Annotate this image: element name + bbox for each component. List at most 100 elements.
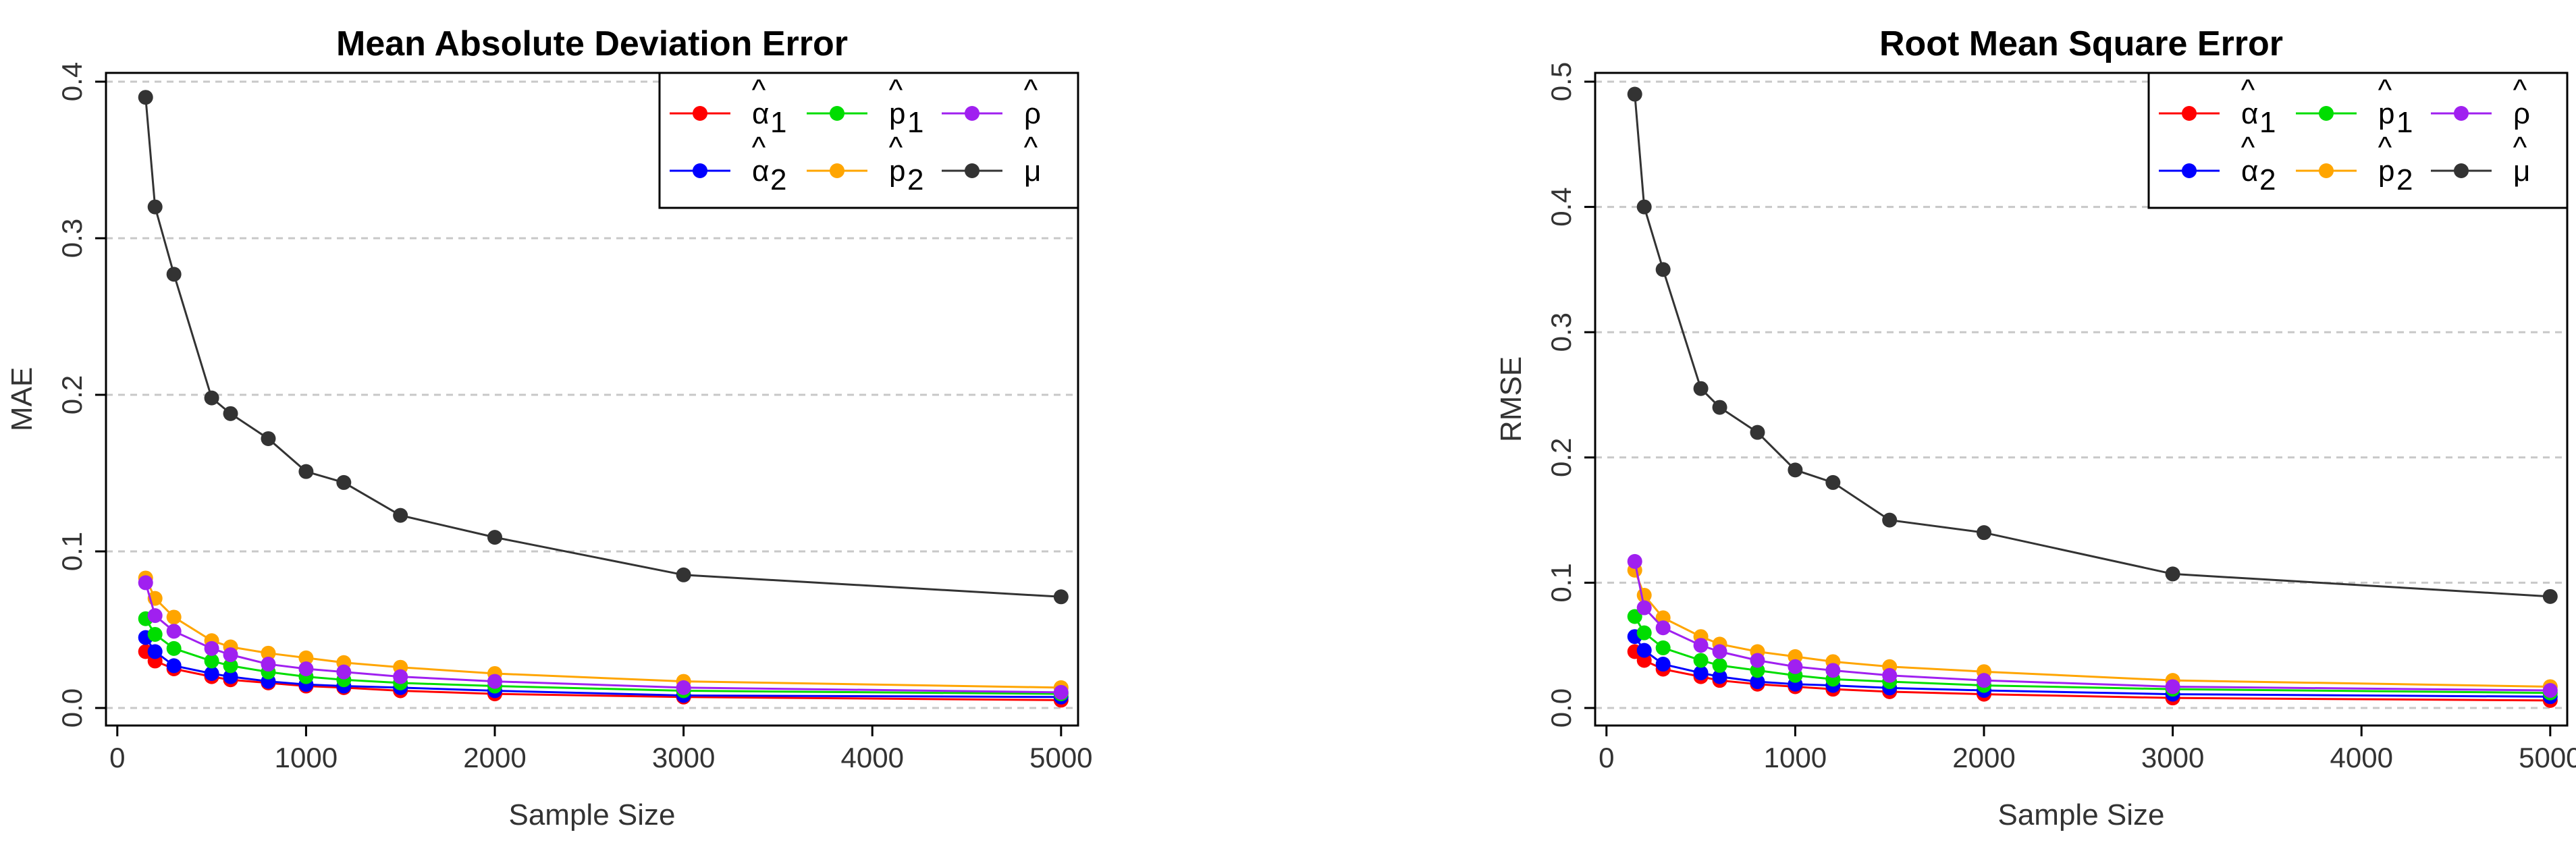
data-point xyxy=(1053,589,1069,605)
series-line-5 xyxy=(1634,94,2550,598)
data-point xyxy=(1636,199,1652,215)
data-point xyxy=(676,567,691,582)
legend-label: α xyxy=(752,97,769,130)
legend-label: α xyxy=(2241,97,2258,130)
series-line-3 xyxy=(144,577,1061,689)
data-point xyxy=(204,653,219,669)
data-point xyxy=(2542,683,2558,699)
legend-subscript: 2 xyxy=(2396,163,2413,196)
x-axis-label: Sample Size xyxy=(1997,798,2164,831)
data-point xyxy=(1693,653,1709,668)
data-point xyxy=(393,508,408,523)
legend-subscript: 2 xyxy=(2259,163,2276,196)
x-tick-label: 2000 xyxy=(463,742,526,773)
data-point xyxy=(1882,512,1898,528)
data-point xyxy=(166,609,182,625)
legend-marker xyxy=(2454,163,2469,178)
data-point xyxy=(166,624,182,639)
data-point xyxy=(676,680,691,695)
legend-marker xyxy=(2182,163,2197,178)
legend-label: α xyxy=(2241,155,2258,188)
legend-label: p xyxy=(889,155,905,188)
data-point xyxy=(2165,679,2180,694)
x-tick-label: 1000 xyxy=(275,742,338,773)
legend-hat: ^ xyxy=(2378,74,2392,107)
data-point xyxy=(1053,684,1069,700)
data-point xyxy=(1636,625,1652,640)
x-tick-label: 0 xyxy=(1599,742,1614,773)
data-point xyxy=(1750,653,1765,668)
legend-subscript: 1 xyxy=(907,106,923,139)
legend-marker xyxy=(693,163,707,178)
series-line-4 xyxy=(1634,561,2550,692)
legend-box xyxy=(658,72,1079,209)
data-point xyxy=(138,575,153,591)
legend-hat: ^ xyxy=(1024,131,1038,164)
legend-label: α xyxy=(752,155,769,188)
legend-hat: ^ xyxy=(752,74,766,107)
legend-label: ρ xyxy=(2513,97,2530,130)
legend-subscript: 2 xyxy=(907,163,923,196)
legend-hat: ^ xyxy=(889,131,903,164)
legend-marker xyxy=(693,106,707,121)
legend-marker xyxy=(830,106,844,121)
mae-chart: 0 1000 2000 3000 4000 5000 0.0 0.1 0.2 0.3 0.4 Mean… xyxy=(5,24,1093,831)
legend-hat: ^ xyxy=(2241,74,2255,107)
data-point xyxy=(261,645,276,661)
legend-label: p xyxy=(2378,155,2394,188)
data-point xyxy=(261,431,276,446)
data-point xyxy=(1882,667,1898,683)
legend-marker xyxy=(965,163,980,178)
y-axis-label: MAE xyxy=(5,367,38,431)
y-tick-label: 0.3 xyxy=(56,219,88,258)
legend-marker xyxy=(965,106,980,121)
data-point xyxy=(223,647,238,663)
x-tick-label: 2000 xyxy=(1952,742,2015,773)
legend-hat: ^ xyxy=(1024,74,1038,107)
y-tick-label: 0.2 xyxy=(56,375,88,414)
y-axis-label: RMSE xyxy=(1495,356,1528,442)
data-point xyxy=(1627,86,1642,102)
data-point xyxy=(138,90,153,105)
legend-marker xyxy=(830,163,844,178)
x-tick-label: 3000 xyxy=(652,742,715,773)
y-tick-label: 0.4 xyxy=(1545,187,1577,226)
data-point xyxy=(1712,644,1727,659)
data-point xyxy=(487,530,502,545)
data-point xyxy=(1627,553,1642,569)
legend-marker xyxy=(2319,106,2334,121)
data-point xyxy=(223,406,238,421)
data-point xyxy=(298,661,314,677)
chart-title: Root Mean Square Error xyxy=(1879,24,2283,63)
plot-frame xyxy=(105,72,1079,727)
data-point xyxy=(298,650,314,665)
data-point xyxy=(1712,669,1727,684)
data-point xyxy=(2542,589,2558,604)
data-point xyxy=(1788,659,1803,674)
x-tick-label: 4000 xyxy=(841,742,904,773)
data-point xyxy=(1627,609,1642,624)
data-point xyxy=(1825,663,1841,678)
data-point xyxy=(261,657,276,672)
legend-hat: ^ xyxy=(752,131,766,164)
rmse-chart: 0 1000 2000 3000 4000 5000 0.0 0.1 0.2 0.3 0.4 0.5 R… xyxy=(1495,24,2576,831)
legend-marker xyxy=(2182,106,2197,121)
series-line-4 xyxy=(144,582,1061,694)
data-point xyxy=(1655,262,1671,277)
data-point xyxy=(298,464,314,479)
legend-label: μ xyxy=(1024,155,1041,188)
legend-hat: ^ xyxy=(2513,74,2527,107)
data-point xyxy=(147,626,163,642)
data-point xyxy=(336,664,352,680)
data-point xyxy=(204,665,219,681)
data-point xyxy=(1693,638,1709,653)
legend-hat: ^ xyxy=(2378,131,2392,164)
data-point xyxy=(223,658,238,674)
legend-hat: ^ xyxy=(2513,131,2527,164)
legend-box xyxy=(2147,72,2569,209)
data-point xyxy=(166,640,182,656)
y-tick-label: 0.1 xyxy=(56,532,88,571)
y-tick-label: 0.3 xyxy=(1545,312,1577,352)
legend-label: p xyxy=(2378,97,2394,130)
